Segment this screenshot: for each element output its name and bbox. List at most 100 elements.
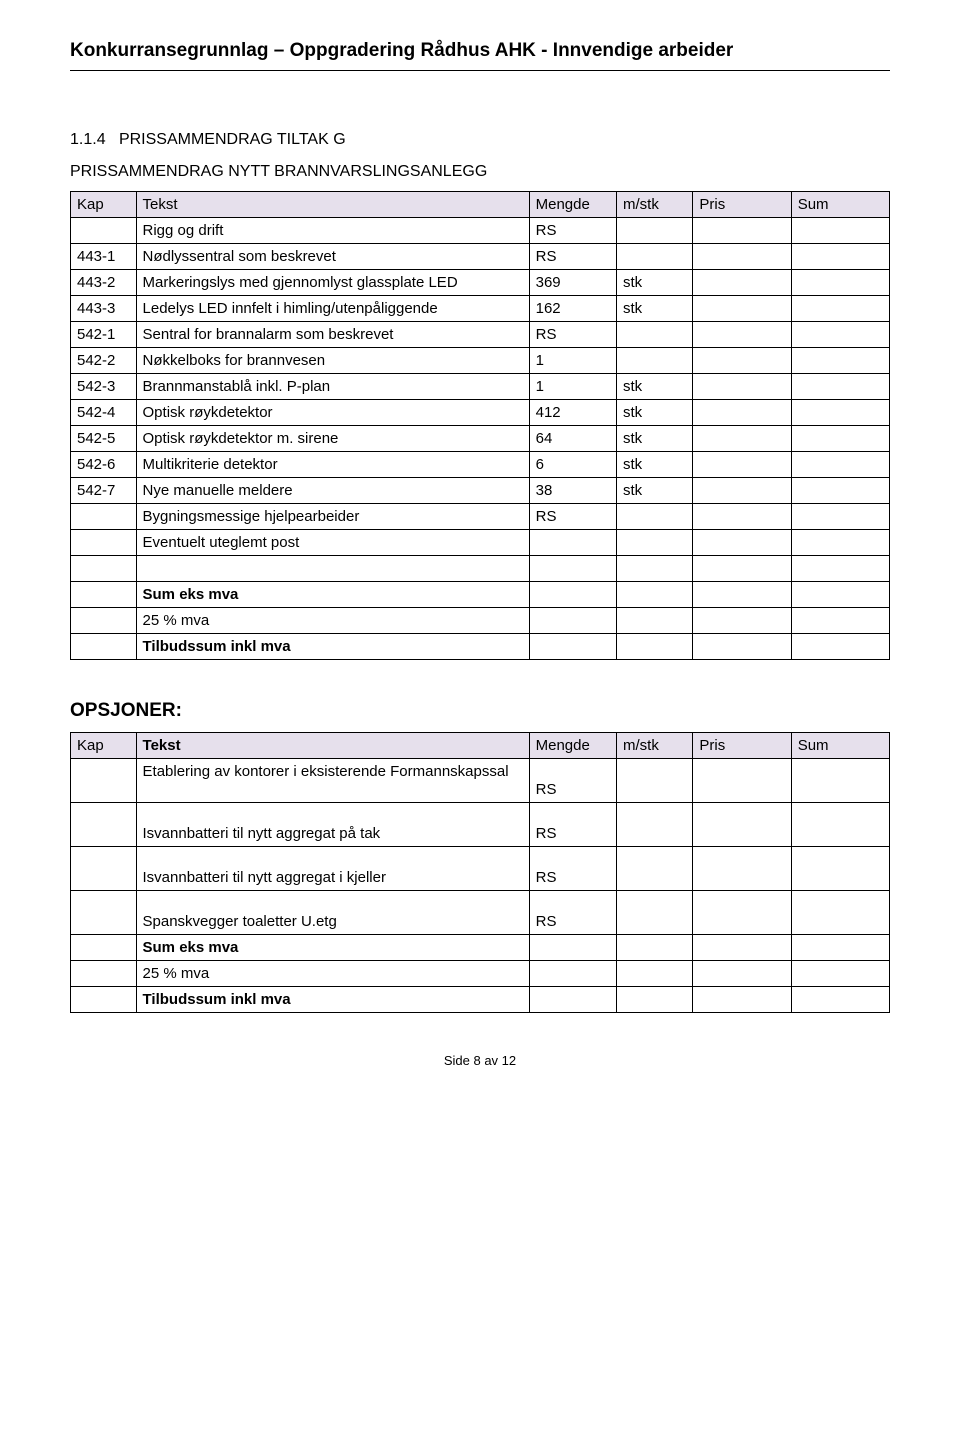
cell-mengde (529, 987, 616, 1013)
cell-mengde: RS (529, 504, 616, 530)
cell-mengde (529, 961, 616, 987)
cell-tekst: Optisk røykdetektor (136, 400, 529, 426)
cell-tekst: Multikriterie detektor (136, 452, 529, 478)
table-row: 542-5Optisk røykdetektor m. sirene64stk (71, 426, 890, 452)
cell-sum (791, 582, 889, 608)
cell-mengde (529, 608, 616, 634)
cell-tekst: Nøkkelboks for brannvesen (136, 348, 529, 374)
cell-kap: 542-6 (71, 452, 137, 478)
cell-sum (791, 530, 889, 556)
cell-pris (693, 348, 791, 374)
cell-mengde: RS (529, 218, 616, 244)
cell-mengde: RS (529, 322, 616, 348)
cell-mengde (529, 530, 616, 556)
cell-pris (693, 803, 791, 847)
cell-mengde: RS (529, 759, 616, 803)
table-row: Bygningsmessige hjelpearbeiderRS (71, 504, 890, 530)
cell-sum (791, 478, 889, 504)
cell-mengde: 1 (529, 374, 616, 400)
cell-mengde: 64 (529, 426, 616, 452)
cell-mengde: 162 (529, 296, 616, 322)
cell-mstk: stk (616, 374, 692, 400)
cell-mstk (616, 961, 692, 987)
cell-mengde: RS (529, 847, 616, 891)
cell-mstk (616, 759, 692, 803)
table-row: Etablering av kontorer i eksisterende Fo… (71, 759, 890, 803)
cell-pris (693, 634, 791, 660)
th-mstk: m/stk (616, 733, 692, 759)
cell-kap: 443-2 (71, 270, 137, 296)
table-row: 542-2Nøkkelboks for brannvesen1 (71, 348, 890, 374)
cell-sum (791, 847, 889, 891)
cell-kap: 542-7 (71, 478, 137, 504)
cell-pris (693, 608, 791, 634)
mva-25: 25 % mva (136, 961, 529, 987)
section-number-title: 1.1.4 PRISSAMMENDRAG TILTAK G (70, 131, 890, 149)
cell-kap: 443-1 (71, 244, 137, 270)
cell-kap (71, 504, 137, 530)
cell-pris (693, 504, 791, 530)
cell-mstk (616, 803, 692, 847)
cell-tekst: Eventuelt uteglemt post (136, 530, 529, 556)
cell-tekst: Bygningsmessige hjelpearbeider (136, 504, 529, 530)
section-sub-title: PRISSAMMENDRAG NYTT BRANNVARSLINGSANLEGG (70, 163, 890, 181)
th-mstk: m/stk (616, 192, 692, 218)
cell-tekst: Rigg og drift (136, 218, 529, 244)
cell-pris (693, 452, 791, 478)
cell-mstk: stk (616, 452, 692, 478)
cell-mengde: 38 (529, 478, 616, 504)
cell-sum (791, 270, 889, 296)
table-row: 542-7Nye manuelle meldere38stk (71, 478, 890, 504)
table-row: 443-2Markeringslys med gjennomlyst glass… (71, 270, 890, 296)
cell-tekst: Isvannbatteri til nytt aggregat i kjelle… (136, 847, 529, 891)
cell-tekst: Brannmanstablå inkl. P-plan (136, 374, 529, 400)
page-number: Side 8 av 12 (70, 1053, 890, 1068)
cell-tekst: Markeringslys med gjennomlyst glassplate… (136, 270, 529, 296)
cell-sum (791, 322, 889, 348)
cell-sum (791, 348, 889, 374)
cell-pris (693, 218, 791, 244)
table-header-row: Kap Tekst Mengde m/stk Pris Sum (71, 733, 890, 759)
cell-sum (791, 400, 889, 426)
cell-pris (693, 270, 791, 296)
opsjoner-title: OPSJONER: (70, 700, 890, 722)
doc-header-title: Konkurransegrunnlag – Oppgradering Rådhu… (70, 40, 890, 62)
cell-mstk: stk (616, 400, 692, 426)
cell-mstk (616, 504, 692, 530)
cell-mengde: 1 (529, 348, 616, 374)
cell-kap: 542-1 (71, 322, 137, 348)
th-pris: Pris (693, 733, 791, 759)
cell-tekst: Optisk røykdetektor m. sirene (136, 426, 529, 452)
cell-mstk (616, 218, 692, 244)
cell-mstk (616, 244, 692, 270)
cell-sum (791, 803, 889, 847)
cell-sum (791, 296, 889, 322)
cell-kap: 542-2 (71, 348, 137, 374)
cell-sum (791, 452, 889, 478)
th-kap: Kap (71, 733, 137, 759)
cell-sum (791, 504, 889, 530)
th-mengde: Mengde (529, 192, 616, 218)
sum-eks-mva: Sum eks mva (136, 935, 529, 961)
cell-mengde (529, 582, 616, 608)
cell-kap (71, 961, 137, 987)
summary-row: Sum eks mva (71, 935, 890, 961)
cell-kap (71, 582, 137, 608)
cell-kap (71, 218, 137, 244)
header-rule (70, 70, 890, 71)
cell-kap (71, 803, 137, 847)
table-row-empty (71, 556, 890, 582)
mva-25: 25 % mva (136, 608, 529, 634)
cell-mstk (616, 891, 692, 935)
cell-sum (791, 426, 889, 452)
cell-mstk (616, 530, 692, 556)
cell-kap: 542-3 (71, 374, 137, 400)
cell-mengde: RS (529, 803, 616, 847)
cell-mstk (616, 847, 692, 891)
table-row: Rigg og driftRS (71, 218, 890, 244)
tilbudssum-inkl-mva: Tilbudssum inkl mva (136, 987, 529, 1013)
cell-sum (791, 244, 889, 270)
table-row: Spanskvegger toaletter U.etgRS (71, 891, 890, 935)
cell-pris (693, 426, 791, 452)
cell-mengde: 412 (529, 400, 616, 426)
